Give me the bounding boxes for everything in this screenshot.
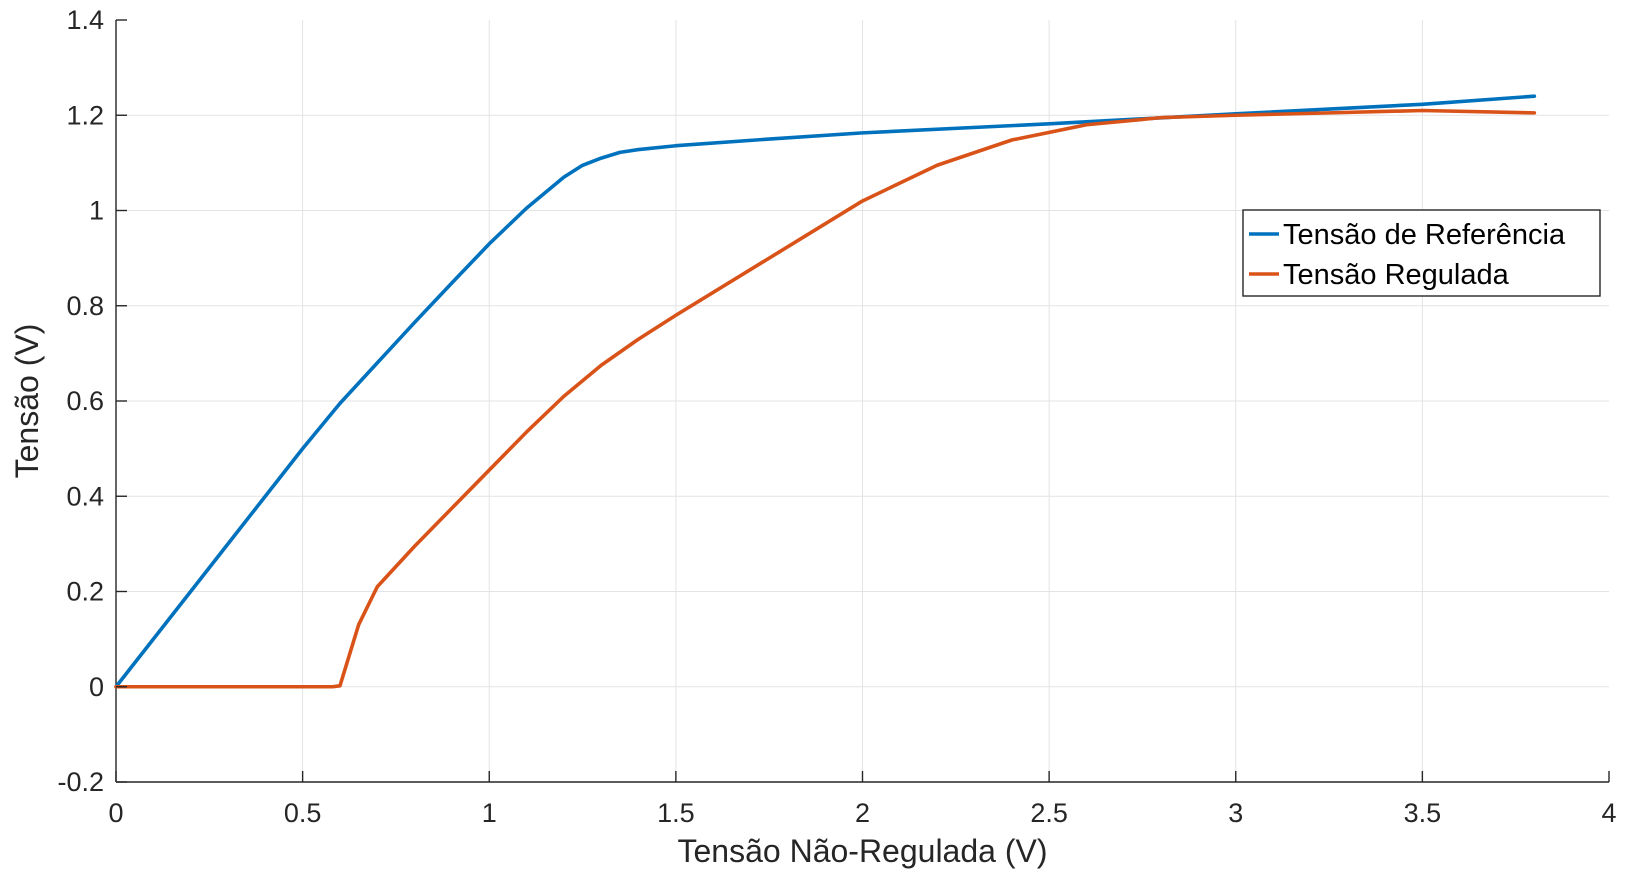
y-axis-ticks: -0.2 0 0.2 0.4 0.6 0.8 1 1.2 1.4 <box>57 5 127 797</box>
x-tick-label: 4 <box>1601 798 1616 828</box>
legend-box <box>1242 209 1601 297</box>
y-tick-label: 0.8 <box>66 291 104 321</box>
y-tick-label: 1.2 <box>66 100 104 130</box>
legend-entry-label: Tensão de Referência <box>1283 219 1566 251</box>
y-tick-label: 0.2 <box>66 577 104 607</box>
y-tick-label: 0.4 <box>66 481 104 511</box>
x-tick-label: 2 <box>855 798 870 828</box>
y-axis-label: Tensão (V) <box>9 324 45 479</box>
x-tick-label: 3.5 <box>1404 798 1442 828</box>
x-tick-label: 1.5 <box>657 798 695 828</box>
series-line-2 <box>114 108 1537 689</box>
y-tick-label: 1 <box>89 196 104 226</box>
x-tick-label: 3 <box>1228 798 1243 828</box>
y-tick-label: 1.4 <box>66 5 104 35</box>
legend-entry-label: Tensão Regulada <box>1283 259 1510 291</box>
x-tick-label: 2.5 <box>1030 798 1068 828</box>
series-layer <box>114 94 1537 689</box>
y-tick-label: 0.6 <box>66 386 104 416</box>
x-axis-label: Tensão Não-Regulada (V) <box>678 833 1048 869</box>
legend: Tensão de Referência Tensão Regulada <box>1242 209 1601 297</box>
series-line-1 <box>114 94 1537 689</box>
x-tick-label: 0.5 <box>284 798 322 828</box>
y-tick-label: 0 <box>89 672 104 702</box>
x-tick-label: 1 <box>482 798 497 828</box>
x-tick-label: 0 <box>108 798 123 828</box>
x-axis-ticks: 0 0.5 1 1.5 2 2.5 3 3.5 4 <box>108 771 1617 828</box>
y-tick-label: -0.2 <box>57 767 104 797</box>
